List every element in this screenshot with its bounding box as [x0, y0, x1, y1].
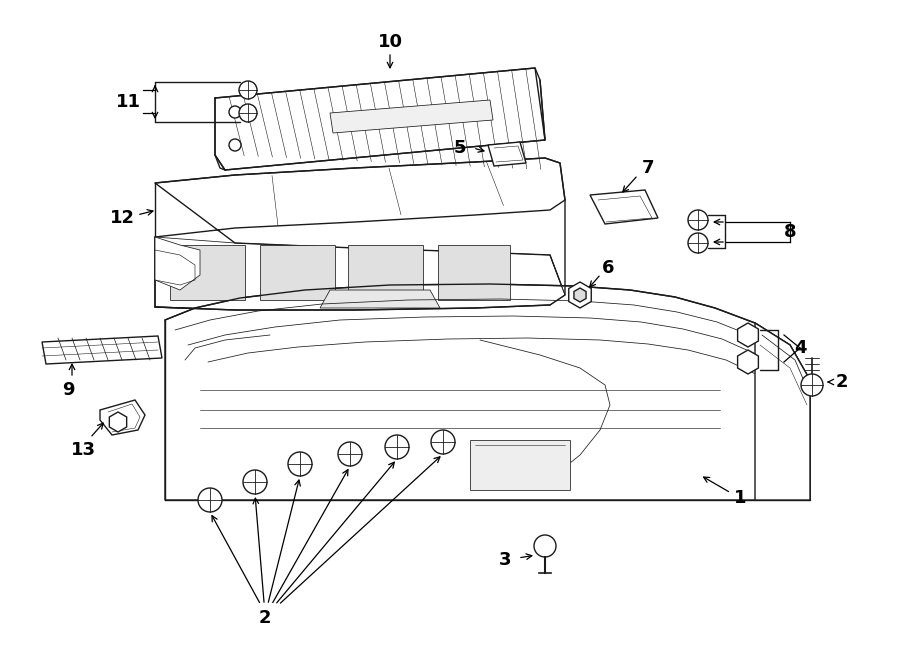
- Circle shape: [801, 374, 823, 396]
- Circle shape: [243, 470, 267, 494]
- Text: 7: 7: [642, 159, 654, 177]
- Polygon shape: [438, 245, 510, 300]
- Text: 2: 2: [259, 609, 271, 627]
- Circle shape: [688, 210, 708, 230]
- Polygon shape: [170, 245, 245, 300]
- Circle shape: [534, 535, 556, 557]
- Text: 3: 3: [499, 551, 511, 569]
- Text: 4: 4: [794, 339, 806, 357]
- Polygon shape: [109, 412, 127, 432]
- Polygon shape: [100, 400, 145, 435]
- Text: 6: 6: [602, 259, 614, 277]
- Text: 8: 8: [784, 223, 796, 241]
- Circle shape: [229, 139, 241, 151]
- Polygon shape: [590, 190, 658, 224]
- Polygon shape: [738, 350, 759, 374]
- Circle shape: [385, 435, 409, 459]
- Polygon shape: [488, 142, 526, 166]
- Polygon shape: [738, 323, 759, 347]
- Polygon shape: [755, 323, 810, 500]
- Circle shape: [198, 488, 222, 512]
- Polygon shape: [155, 158, 565, 310]
- Text: 12: 12: [110, 209, 134, 227]
- Polygon shape: [330, 100, 493, 133]
- Polygon shape: [215, 68, 545, 170]
- Polygon shape: [260, 245, 335, 300]
- Polygon shape: [569, 282, 591, 308]
- Circle shape: [229, 106, 241, 118]
- Circle shape: [239, 81, 257, 99]
- Text: 10: 10: [377, 33, 402, 51]
- Text: 11: 11: [115, 93, 140, 111]
- Circle shape: [688, 233, 708, 253]
- Circle shape: [338, 442, 362, 466]
- Polygon shape: [574, 288, 586, 302]
- Polygon shape: [320, 290, 440, 308]
- Text: 13: 13: [70, 441, 95, 459]
- Text: 2: 2: [836, 373, 848, 391]
- Text: 1: 1: [734, 489, 746, 507]
- Circle shape: [288, 452, 312, 476]
- Text: 9: 9: [62, 381, 74, 399]
- Polygon shape: [470, 440, 570, 490]
- Polygon shape: [165, 284, 810, 500]
- Polygon shape: [348, 245, 423, 300]
- Polygon shape: [155, 237, 200, 290]
- Polygon shape: [42, 336, 162, 364]
- Circle shape: [239, 104, 257, 122]
- Circle shape: [431, 430, 455, 454]
- Text: 5: 5: [454, 139, 466, 157]
